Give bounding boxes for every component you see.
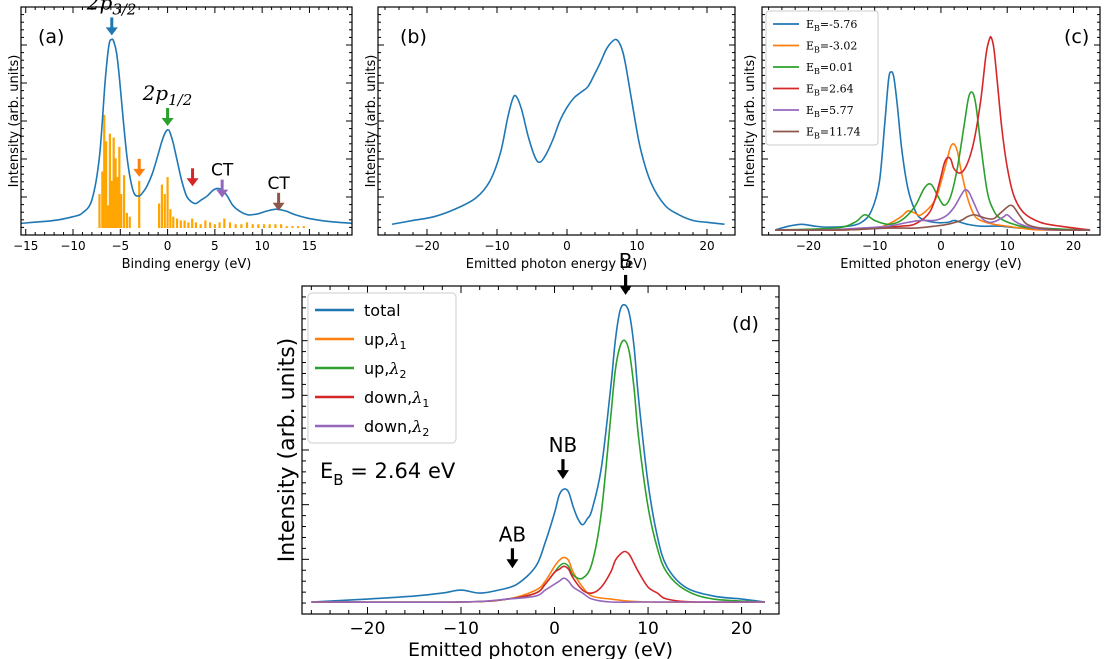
peak-label-b: B	[619, 249, 633, 273]
annotation-arrow-b-head	[619, 285, 632, 295]
legend: EB=-5.76 EB=-3.02 EB=0.01 EB=2.64 EB=5.77 EB=…	[765, 10, 879, 146]
panel-label: (a)	[38, 26, 64, 48]
series-line-e-b-11-74	[775, 204, 1091, 231]
legend-entry: EB=-5.76	[806, 18, 857, 33]
annotation-arrow-2-head	[133, 168, 146, 177]
panel-d: −20 −10 0 10 20 Emitted photon energy (eV) Int…	[275, 249, 780, 659]
x-tick-label: −20	[796, 239, 821, 253]
x-tick-label: 0	[549, 619, 560, 639]
x-tick-label: −10	[60, 239, 85, 253]
series-line-0	[20, 38, 353, 225]
legend-entry: total	[364, 301, 401, 320]
panel-b: −20 −10 0 10 20 Emitted photon energy (eV) Int…	[364, 6, 736, 272]
x-tick-label: −20	[414, 239, 439, 253]
axes-frame	[377, 6, 736, 236]
panel-label: (b)	[400, 26, 427, 48]
x-axis-label: Emitted photon energy (eV)	[408, 639, 673, 659]
x-tick-label: 10	[629, 239, 644, 253]
x-tick-label: 0	[937, 239, 945, 253]
y-axis-label: Intensity (arb. units)	[275, 338, 300, 562]
x-tick-label: 20	[1066, 239, 1081, 253]
legend-box	[307, 292, 457, 444]
x-tick-label: 15	[302, 239, 317, 253]
y-axis-label: Intensity (arb. units)	[7, 55, 22, 188]
y-axis-label: Intensity (arb. units)	[743, 55, 758, 188]
legend-entry: up,λ2	[364, 359, 407, 381]
annotation-arrow-ab-head	[506, 559, 519, 569]
x-tick-label: 0	[563, 239, 571, 253]
panel-label: (d)	[732, 313, 759, 335]
legend-entry: EB=5.77	[806, 104, 854, 119]
x-tick-label: 10	[637, 619, 659, 639]
legend-entry: EB=11.74	[806, 126, 861, 141]
legend-entry: down,λ1	[364, 388, 429, 410]
energy-note: EB = 2.64 eV	[320, 459, 456, 489]
annotation-arrow-5-head	[272, 202, 285, 211]
series-line-0	[391, 38, 725, 226]
x-tick-label: −5	[111, 239, 129, 253]
x-axis-label: Binding energy (eV)	[122, 257, 252, 272]
x-tick-label: 10	[1000, 239, 1015, 253]
legend-entry: EB=0.01	[806, 61, 854, 76]
axes-frame	[301, 285, 780, 615]
legend-entry: EB=-3.02	[806, 40, 857, 55]
legend-entry: up,λ1	[364, 330, 407, 352]
panel-c: −20 −10 0 10 20 Emitted photon energy (eV) Int…	[743, 6, 1101, 272]
peak-label-ab: AB	[499, 522, 526, 546]
orbital-label: 2p3/2	[86, 0, 137, 18]
x-tick-label: 20	[731, 619, 753, 639]
ct-label: CT	[267, 174, 290, 194]
annotation-arrow-4-head	[216, 189, 229, 198]
x-tick-label: 10	[255, 239, 270, 253]
x-tick-label: −15	[13, 239, 38, 253]
series-line-e-b-5-77	[775, 188, 1091, 231]
legend-box	[765, 10, 879, 146]
x-tick-label: 0	[164, 239, 172, 253]
x-tick-label: −10	[484, 239, 509, 253]
y-axis-label: Intensity (arb. units)	[364, 55, 379, 188]
annotation-arrow-3-head	[186, 178, 199, 187]
x-tick-label: −20	[350, 619, 386, 639]
annotation-arrow-0-head	[105, 27, 118, 36]
x-axis-label: Emitted photon energy (eV)	[840, 257, 1021, 272]
axes-frame	[761, 6, 1101, 236]
ct-label: CT	[211, 161, 234, 181]
panel-label: (c)	[1064, 26, 1089, 48]
legend-entry: down,λ2	[364, 417, 429, 439]
annotation-arrow-nb-head	[556, 470, 569, 480]
x-tick-label: −10	[862, 239, 887, 253]
axes-frame	[20, 6, 353, 236]
series-line-total	[311, 303, 766, 603]
series-line-down-1	[311, 550, 765, 604]
legend-entry: EB=2.64	[806, 83, 854, 98]
x-tick-label: −10	[443, 619, 479, 639]
x-tick-label: 5	[211, 239, 219, 253]
orbital-label: 2p1/2	[142, 81, 193, 109]
annotation-arrow-1-head	[161, 117, 174, 126]
panel-a: −15 −10 −5 0 5 10 15 Binding energy (eV) Intensi…	[7, 0, 353, 272]
series-line-e-b-0-01	[775, 91, 1091, 231]
legend: total up,λ1 up,λ2 down,λ1 down,λ2	[307, 292, 457, 444]
x-tick-label: 20	[699, 239, 714, 253]
series-line-down-2	[311, 577, 765, 604]
x-axis-label: Emitted photon energy (eV)	[466, 257, 647, 272]
series-line-e-b-3-02	[775, 143, 1091, 231]
peak-label-nb: NB	[549, 433, 578, 457]
